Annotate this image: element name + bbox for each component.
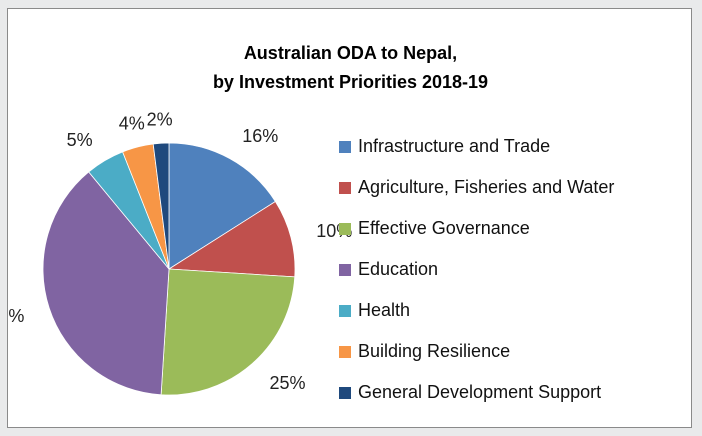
- legend-label: Building Resilience: [358, 341, 511, 361]
- pie-slice-infrastructure-and-trade: [168, 142, 276, 270]
- pie-slice-education: [42, 171, 170, 396]
- data-label-general-development-support: 2%: [147, 109, 173, 129]
- legend-label: General Development Support: [358, 382, 602, 402]
- chart-frame: Australian ODA to Nepal, by Investment P…: [7, 8, 692, 428]
- pie-slice-effective-governance: [160, 268, 296, 396]
- legend-item-agriculture-fisheries-and-water: Agriculture, Fisheries and Water: [339, 167, 614, 208]
- pie-chart: 16%10%25%38%5%4%2%: [8, 109, 352, 396]
- chart-title: Australian ODA to Nepal, by Investment P…: [8, 39, 693, 97]
- chart-title-line-1: Australian ODA to Nepal,: [243, 43, 458, 63]
- legend-label: Health: [358, 300, 411, 320]
- legend-item-education: Education: [339, 249, 614, 290]
- pie-slice-general-development-support: [152, 142, 170, 270]
- data-label-effective-governance: 25%: [270, 373, 306, 393]
- legend-label: Education: [358, 259, 439, 279]
- legend-label: Infrastructure and Trade: [358, 136, 551, 156]
- legend-label: Effective Governance: [358, 218, 530, 238]
- data-label-education: 38%: [8, 306, 24, 326]
- data-label-building-resilience: 4%: [119, 114, 145, 134]
- legend-swatch: [339, 345, 351, 358]
- legend-swatch: [339, 386, 351, 399]
- legend-swatch: [339, 181, 351, 194]
- legend-item-effective-governance: Effective Governance: [339, 208, 614, 249]
- pie-slices: [42, 142, 296, 396]
- legend-swatch: [339, 263, 351, 276]
- legend-item-general-development-support: General Development Support: [339, 372, 614, 413]
- pie-slice-agriculture-fisheries-and-water: [167, 200, 296, 278]
- legend-swatch: [339, 140, 351, 153]
- data-label-health: 5%: [67, 130, 93, 150]
- legend-swatch: [339, 304, 351, 317]
- legend-label: Agriculture, Fisheries and Water: [358, 177, 615, 197]
- legend-item-health: Health: [339, 290, 614, 331]
- pie-data-labels: 16%10%25%38%5%4%2%: [8, 109, 352, 393]
- legend-item-infrastructure-and-trade: Infrastructure and Trade: [339, 126, 614, 167]
- chart-title-line-2: by Investment Priorities 2018-19: [212, 72, 489, 92]
- legend: Infrastructure and Trade Agriculture, Fis…: [339, 126, 614, 413]
- data-label-infrastructure-and-trade: 16%: [242, 126, 278, 146]
- legend-item-building-resilience: Building Resilience: [339, 331, 614, 372]
- legend-swatch: [339, 222, 351, 235]
